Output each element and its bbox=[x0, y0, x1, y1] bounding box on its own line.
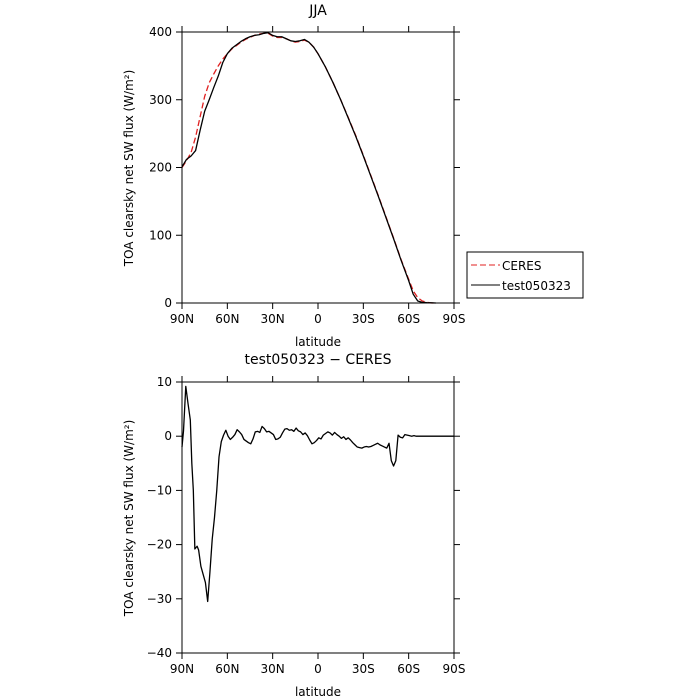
bottom-series bbox=[181, 385, 454, 603]
bottom-x-tick-label: 60S bbox=[397, 662, 420, 676]
top-series-line-ceres bbox=[181, 32, 436, 304]
bottom-x-tick-label: 60N bbox=[215, 662, 239, 676]
top-x-tick-label: 90N bbox=[170, 312, 194, 326]
legend-label-test050323: test050323 bbox=[502, 279, 571, 293]
legend-label-ceres: CERES bbox=[502, 259, 542, 273]
top-x-tick-label: 0 bbox=[314, 312, 322, 326]
bottom-x-tick-label: 90N bbox=[170, 662, 194, 676]
bottom-y-tick-label: −30 bbox=[147, 592, 172, 606]
top-y-tick-label: 400 bbox=[149, 25, 172, 39]
bottom-y-tick-label: 0 bbox=[164, 429, 172, 443]
bottom-y-tick-label: −10 bbox=[147, 483, 172, 497]
top-y-axis-label: TOA clearsky net SW flux (W/m²) bbox=[122, 70, 136, 268]
top-ticks: 90N 60N 30N 0 30S 60S 90S 0 100 200 300 400 bbox=[149, 25, 465, 326]
legend-box bbox=[466, 251, 584, 299]
bottom-plot-title: test050323 − CERES bbox=[244, 352, 391, 368]
bottom-y-tick-label: −40 bbox=[147, 646, 172, 660]
top-y-tick-label: 100 bbox=[149, 228, 172, 242]
top-x-tick-label: 30S bbox=[352, 312, 375, 326]
top-x-tick-label: 60S bbox=[397, 312, 420, 326]
top-panel: JJA latitude TOA clearsky net SW flux (W… bbox=[122, 3, 584, 349]
bottom-ticks: 90N 60N 30N 0 30S 60S 90S −40 −30 −20 −10 0 10 bbox=[147, 375, 466, 676]
bottom-x-axis-label: latitude bbox=[295, 685, 341, 699]
bottom-y-axis-label: TOA clearsky net SW flux (W/m²) bbox=[122, 420, 136, 618]
top-x-tick-label: 60N bbox=[215, 312, 239, 326]
bottom-series-line-difference bbox=[181, 385, 454, 603]
top-series bbox=[181, 32, 436, 304]
top-y-tick-label: 0 bbox=[164, 296, 172, 310]
top-y-tick-label: 300 bbox=[149, 93, 172, 107]
top-legend: CERES test050323 bbox=[466, 251, 584, 299]
bottom-x-tick-label: 30S bbox=[352, 662, 375, 676]
bottom-x-tick-label: 30N bbox=[261, 662, 285, 676]
bottom-y-tick-label: 10 bbox=[157, 375, 172, 389]
bottom-y-tick-label: −20 bbox=[147, 538, 172, 552]
top-y-tick-label: 200 bbox=[149, 161, 172, 175]
top-plot-frame bbox=[181, 31, 455, 304]
top-x-axis-label: latitude bbox=[295, 335, 341, 349]
top-x-tick-label: 30N bbox=[261, 312, 285, 326]
bottom-x-tick-label: 0 bbox=[314, 662, 322, 676]
bottom-plot-frame bbox=[181, 381, 455, 654]
bottom-panel: test050323 − CERES latitude TOA clearsky… bbox=[122, 352, 465, 699]
bottom-x-tick-label: 90S bbox=[443, 662, 466, 676]
top-series-line-test050323 bbox=[181, 32, 436, 304]
top-x-tick-label: 90S bbox=[443, 312, 466, 326]
top-plot-title: JJA bbox=[308, 3, 327, 19]
